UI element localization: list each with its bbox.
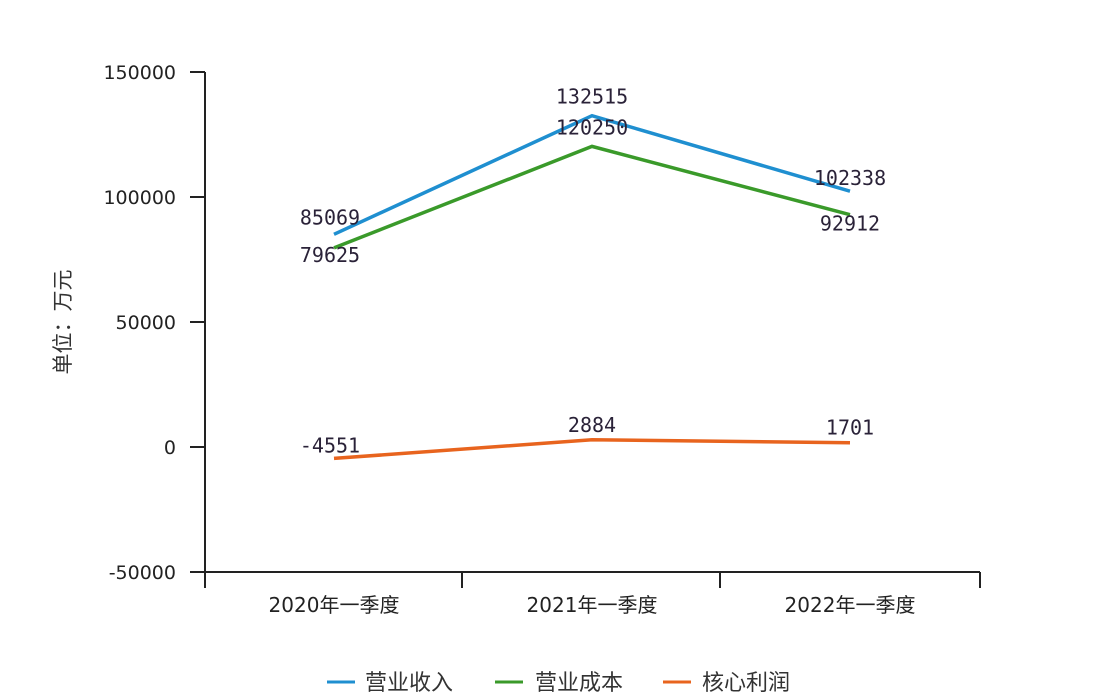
svg-text:营业成本: 营业成本 <box>535 671 623 692</box>
legend: 营业收入 营业成本 核心利润 <box>327 671 790 692</box>
category-labels: 2020年一季度 2021年一季度 2022年一季度 <box>269 593 916 617</box>
category-label: 2022年一季度 <box>785 593 916 617</box>
category-label: 2021年一季度 <box>527 593 658 617</box>
series-line <box>333 113 851 236</box>
data-label: 92912 <box>820 212 880 236</box>
legend-item-cost: 营业成本 <box>495 671 623 692</box>
legend-item-revenue: 营业收入 <box>327 671 453 692</box>
y-tick-label: 0 <box>164 437 176 459</box>
x-ticks <box>204 572 981 588</box>
series-line <box>333 438 851 461</box>
series-line <box>333 144 851 250</box>
data-label: -4551 <box>300 433 360 457</box>
legend-item-core-profit: 核心利润 <box>663 671 790 692</box>
y-tick-label: 150000 <box>103 62 176 84</box>
series-lines <box>333 113 851 461</box>
data-label: 1701 <box>826 416 874 440</box>
data-label: 132515 <box>556 85 628 109</box>
svg-text:营业收入: 营业收入 <box>365 671 453 692</box>
data-labels: 85069 132515 102338 79625 120250 92912 -4551 28… <box>300 85 886 458</box>
data-label: 102338 <box>814 166 886 190</box>
y-tick-label: 50000 <box>116 312 176 334</box>
data-label: 79625 <box>300 243 360 267</box>
data-label: 85069 <box>300 205 360 229</box>
y-tick-label: 100000 <box>103 187 176 209</box>
data-label: 120250 <box>556 115 628 139</box>
y-axis-label: 单位：万元 <box>51 270 75 375</box>
y-ticks: 150000 100000 50000 0 -50000 <box>103 62 205 584</box>
y-tick-label: -50000 <box>109 562 176 584</box>
data-label: 2884 <box>568 413 616 437</box>
svg-text:核心利润: 核心利润 <box>702 671 790 692</box>
category-label: 2020年一季度 <box>269 593 400 617</box>
